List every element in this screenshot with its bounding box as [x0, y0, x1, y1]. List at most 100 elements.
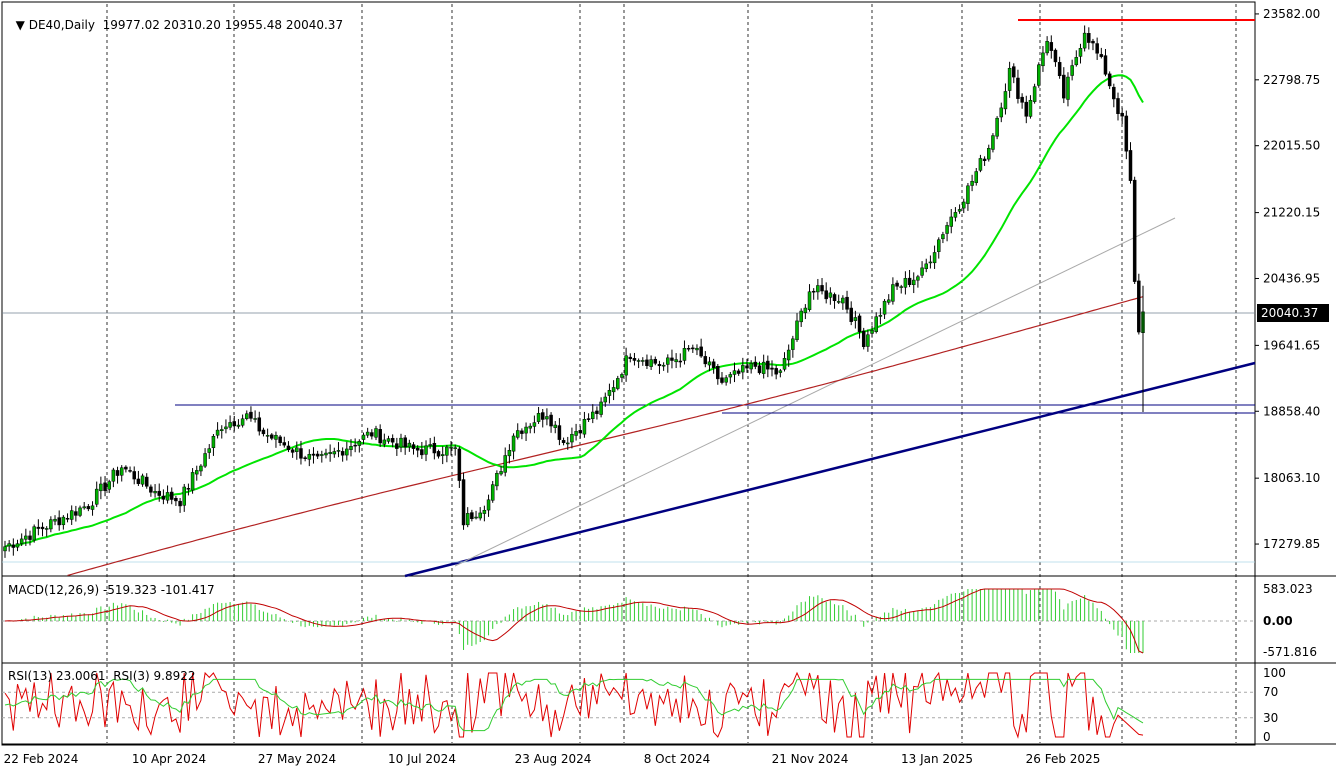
dropdown-triangle-icon[interactable]: ▼ — [15, 18, 25, 32]
candle-body — [220, 429, 224, 432]
candle-body — [415, 447, 420, 451]
candle-body — [136, 478, 141, 484]
candle-body — [632, 358, 637, 361]
candle-body — [182, 486, 186, 506]
candle-body — [674, 359, 678, 363]
candle-body — [553, 424, 557, 428]
candle-body — [565, 442, 570, 445]
candle-body — [82, 506, 86, 509]
candle-body — [570, 433, 574, 443]
candle-body — [595, 410, 599, 414]
candle-body — [128, 470, 132, 472]
candle-body — [670, 357, 674, 361]
macd-label: MACD(12,26,9) -519.323 -101.417 — [8, 583, 215, 597]
candle-body — [645, 359, 649, 366]
candle-body — [436, 451, 441, 457]
candle-body — [1087, 33, 1091, 43]
candle-body — [732, 370, 737, 375]
candle-body — [832, 294, 837, 302]
candle-body — [490, 484, 495, 501]
candle-body — [378, 429, 382, 444]
candle-body — [286, 445, 291, 451]
candle-body — [899, 286, 903, 288]
candle-body — [1041, 52, 1045, 67]
candle-body — [753, 361, 758, 367]
candle-body — [1045, 41, 1049, 54]
candle-body — [974, 171, 979, 183]
candle-body — [195, 470, 199, 475]
candle-body — [249, 411, 253, 419]
candle-body — [1028, 100, 1033, 117]
candle-body — [399, 437, 403, 448]
candle-body — [549, 414, 553, 427]
candle-body — [949, 216, 953, 227]
candle-body — [536, 413, 541, 422]
candle-body — [991, 135, 995, 150]
candle-body — [845, 296, 849, 310]
candle-body — [866, 334, 870, 347]
candle-body — [895, 282, 899, 287]
price-tick-label: 23582.00 — [1263, 7, 1320, 21]
candle-body — [1074, 57, 1079, 66]
candle-body — [520, 430, 524, 434]
candle-body — [69, 510, 74, 520]
price-tick-label: 17279.85 — [1263, 537, 1320, 551]
candle-body — [478, 512, 482, 519]
ma-red-line — [67, 296, 1144, 576]
ma-green-line — [4, 74, 1144, 548]
candle-body — [453, 447, 457, 449]
candle-body — [586, 418, 591, 420]
rsi13-line — [4, 678, 1144, 732]
candle-body — [420, 449, 424, 456]
candle-body — [841, 297, 845, 304]
candle-body — [449, 446, 453, 449]
candle-body — [1020, 96, 1024, 103]
candle-body — [36, 526, 41, 529]
candle-body — [245, 413, 249, 419]
candle-body — [115, 470, 120, 476]
candle-body — [574, 431, 578, 436]
macd-tick-label: 583.023 — [1263, 582, 1313, 596]
candle-body — [782, 358, 787, 370]
candle-body — [962, 201, 966, 209]
candle-body — [874, 316, 878, 332]
candle-body — [941, 234, 945, 240]
candle-body — [61, 516, 66, 526]
candle-body — [299, 448, 303, 459]
candle-body — [336, 450, 341, 452]
candle-body — [982, 158, 987, 161]
macd-signal-line — [4, 588, 1144, 654]
candle-body — [386, 438, 391, 442]
candle-body — [766, 360, 770, 370]
candle-body — [649, 359, 653, 367]
candle-body — [557, 425, 562, 440]
candle-body — [290, 449, 295, 453]
candle-body — [328, 452, 332, 454]
candle-body — [445, 446, 449, 456]
candle-body — [32, 526, 36, 541]
candle-body — [411, 444, 416, 449]
rsi-tick-label: 0 — [1263, 730, 1271, 744]
candle-body — [74, 511, 78, 516]
candle-body — [987, 148, 991, 160]
candle-body — [407, 442, 412, 448]
candle-body — [1062, 74, 1066, 99]
candle-body — [628, 356, 633, 359]
candle-body — [495, 472, 499, 487]
candle-body — [882, 300, 887, 315]
candle-body — [749, 363, 753, 370]
macd-tick-label: -571.816 — [1263, 645, 1317, 659]
candle-body — [190, 472, 195, 491]
support-trendline — [404, 361, 1256, 578]
candle-body — [878, 314, 883, 317]
candle-body — [457, 448, 462, 481]
candle-body — [811, 290, 816, 293]
chart-header: ▼ DE40,Daily 19977.02 20310.20 19955.48 … — [8, 4, 343, 32]
candle-body — [261, 429, 266, 435]
candle-body — [636, 360, 641, 362]
candle-body — [945, 225, 949, 234]
candle-body — [282, 442, 287, 446]
candle-body — [711, 361, 716, 368]
x-axis-label: 8 Oct 2024 — [644, 752, 711, 766]
candle-body — [686, 347, 691, 350]
